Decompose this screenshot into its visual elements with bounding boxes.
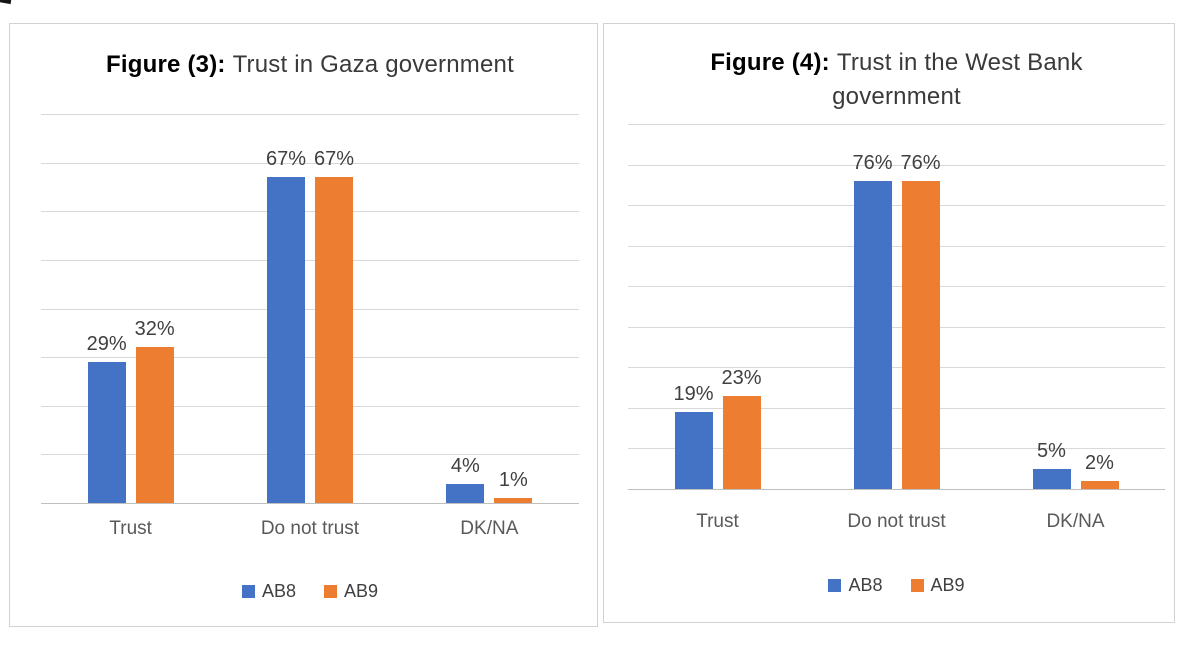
legend-swatch-ab8 (241, 585, 255, 598)
category-label-1: Do not trust (260, 518, 360, 539)
bar-ab8-do-not-trust (267, 177, 305, 503)
figure3-title-text: Trust in Gaza government (232, 51, 514, 78)
data-label-ab8-0: 19% (673, 383, 714, 405)
figure4-title-line2: government (832, 83, 961, 110)
legend-swatch-ab9 (324, 585, 337, 598)
gridline-70 (628, 205, 1165, 207)
x-axis-line (41, 503, 579, 504)
bar-ab8-trust (674, 412, 713, 489)
legend-label-ab9: AB9 (930, 575, 965, 595)
bar-ab9-dk-na (1080, 481, 1119, 489)
data-label-ab9-2: 2% (1085, 452, 1114, 474)
figure4-chart-panel: Figure (4): Trust in the West Bank govern… (603, 23, 1175, 623)
legend-item-ab9: AB9 (910, 575, 965, 596)
chart-legend: AB8 AB9 (628, 575, 1165, 596)
gridline-60 (628, 245, 1165, 247)
data-label-ab9-1: 76% (900, 152, 941, 174)
gridline-10 (628, 448, 1165, 450)
bar-ab8-dk-na (446, 484, 485, 503)
gridline-30 (41, 357, 579, 359)
bar-ab9-dk-na (494, 498, 533, 503)
gridline-10 (41, 454, 579, 456)
x-axis-line (628, 489, 1165, 490)
bar-ab9-trust (135, 347, 174, 503)
gridline-50 (628, 286, 1165, 288)
gridline-60 (41, 211, 579, 213)
data-label-ab8-2: 4% (450, 455, 480, 477)
category-label-0: Trust (696, 511, 739, 532)
data-label-ab9-0: 32% (134, 318, 175, 340)
figure3-chart-panel: Figure (3): Trust in Gaza government 29% 3… (9, 23, 598, 627)
gridline-90 (628, 124, 1165, 125)
gridline-20 (41, 405, 579, 407)
gridline-30 (628, 367, 1165, 369)
data-label-ab9-2: 1% (498, 469, 528, 491)
legend-item-ab8: AB8 (241, 581, 296, 602)
gridline-80 (41, 114, 579, 115)
category-label-0: Trust (109, 518, 152, 539)
legend-label-ab8: AB8 (261, 581, 296, 601)
gridline-70 (41, 162, 579, 164)
data-label-ab8-1: 76% (852, 152, 893, 174)
gridline-50 (41, 259, 579, 261)
legend-item-ab9: AB9 (324, 581, 378, 602)
category-label-2: DK/NA (1046, 511, 1105, 532)
bar-ab9-trust (722, 396, 761, 489)
legend-swatch-ab9 (910, 579, 924, 592)
bar-ab8-do-not-trust (853, 181, 892, 489)
data-label-ab8-1: 67% (265, 148, 307, 170)
figure4-title-text: Trust in the West Bank (836, 49, 1083, 76)
category-label-1: Do not trust (847, 511, 946, 532)
figure4-title-prefix: Figure (4): (710, 49, 830, 76)
data-label-ab9-1: 67% (313, 148, 355, 170)
bar-ab9-do-not-trust (901, 181, 940, 489)
data-label-ab8-0: 29% (86, 333, 127, 355)
legend-label-ab9: AB9 (344, 581, 379, 601)
gridline-40 (628, 326, 1165, 328)
gridline-80 (628, 164, 1165, 166)
legend-swatch-ab8 (828, 579, 842, 592)
figure4-chart-title: Figure (4): Trust in the West Bank govern… (628, 46, 1165, 114)
bar-ab9-do-not-trust (315, 177, 353, 503)
legend-label-ab8: AB8 (848, 575, 883, 595)
chart-legend: AB8 AB9 (41, 581, 579, 602)
bar-ab8-dk-na (1032, 469, 1071, 489)
data-label-ab8-2: 5% (1037, 440, 1066, 462)
category-label-2: DK/NA (460, 518, 519, 539)
scan-artifact (0, 0, 12, 5)
figure3-title-prefix: Figure (3): (106, 51, 226, 78)
data-label-ab9-0: 23% (721, 367, 762, 389)
legend-item-ab8: AB8 (828, 575, 883, 596)
gridline-40 (41, 308, 579, 310)
figure3-chart-title: Figure (3): Trust in Gaza government (41, 48, 579, 82)
gridline-20 (628, 407, 1165, 409)
bar-ab8-trust (87, 362, 126, 503)
